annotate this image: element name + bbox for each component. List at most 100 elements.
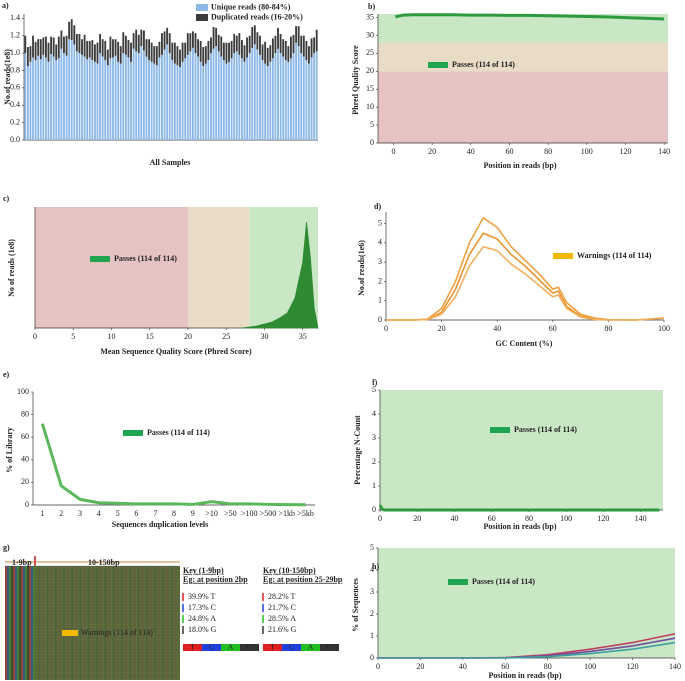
y-tick-label: 1 xyxy=(372,481,376,490)
bar-segment xyxy=(86,40,89,60)
status-marker xyxy=(62,630,78,636)
base-bar xyxy=(183,644,202,651)
bar-segment xyxy=(99,53,102,140)
key-title: Key (1-9bp) xyxy=(183,566,224,575)
bar-segment xyxy=(253,44,256,141)
x-tick-label: 120 xyxy=(627,662,639,671)
bar-segment xyxy=(140,46,143,140)
base-bar xyxy=(221,644,240,651)
x-tick-label: 60 xyxy=(501,662,509,671)
y-tick-label: 0 xyxy=(370,653,374,662)
y-tick-label: 100 xyxy=(17,387,29,396)
bar-segment xyxy=(300,35,303,54)
status-marker xyxy=(123,430,143,436)
bar-segment xyxy=(251,47,254,140)
bar-segment xyxy=(230,40,233,59)
x-tick-label: 20 xyxy=(416,662,424,671)
y-tick-label: 1.4 xyxy=(10,13,20,22)
bar-segment xyxy=(81,54,83,140)
base-bar xyxy=(240,644,259,651)
y-tick-label: 0 xyxy=(25,500,29,509)
bar-segment xyxy=(207,60,210,140)
x-tick-label: 80 xyxy=(544,662,552,671)
x-tick-label: 60 xyxy=(549,324,557,333)
bar-segment xyxy=(161,54,163,140)
bar-segment xyxy=(34,60,37,140)
bar-segment xyxy=(277,27,279,49)
y-axis-label: No.of reads(1e8) xyxy=(3,49,12,105)
bar-segment xyxy=(47,42,50,62)
bar-segment xyxy=(282,39,285,57)
bar-segment xyxy=(145,56,148,140)
bar-segment xyxy=(34,41,37,61)
bar-segment xyxy=(60,48,63,140)
bar-segment xyxy=(173,42,176,64)
bar-segment xyxy=(132,33,135,49)
bar-segment xyxy=(248,53,251,140)
bar-segment xyxy=(176,46,179,66)
legend-swatch xyxy=(196,4,208,11)
x-tick-label: 120 xyxy=(597,514,609,523)
bar-segment xyxy=(264,41,267,64)
bar-segment xyxy=(284,60,287,140)
bar-segment xyxy=(106,49,109,66)
bar-segment xyxy=(81,39,83,55)
bar-segment xyxy=(189,51,192,140)
y-tick-label: 2 xyxy=(370,609,374,618)
bar-segment xyxy=(122,32,125,54)
bar-segment xyxy=(246,57,249,141)
line xyxy=(386,245,665,321)
bar-segment xyxy=(112,57,114,141)
bar-segment xyxy=(171,60,174,140)
bar-segment xyxy=(207,40,210,61)
y-axis-label: % of Sequences xyxy=(351,578,360,632)
bar-segment xyxy=(135,29,138,52)
bar-segment xyxy=(222,42,225,61)
y-axis-label: Percentage N-Count xyxy=(353,415,362,485)
y-tick-label: 5 xyxy=(370,120,374,129)
y-tick-label: 10 xyxy=(366,102,374,111)
x-tick-label: 140 xyxy=(658,147,670,156)
bar-segment xyxy=(63,53,65,140)
bar-segment xyxy=(184,42,187,59)
bar-segment xyxy=(63,36,65,54)
x-tick-label: 0 xyxy=(376,662,380,671)
x-tick-label: 1 xyxy=(40,509,44,518)
bar-segment xyxy=(39,39,42,60)
bar-segment xyxy=(289,58,292,140)
x-tick-label: 0 xyxy=(391,147,395,156)
y-tick-label: 40 xyxy=(21,455,29,464)
x-tick-label: 2 xyxy=(59,509,63,518)
bar-segment xyxy=(266,66,269,140)
x-axis-label: Position in reads (bp) xyxy=(489,671,562,680)
x-tick-label: 140 xyxy=(669,662,681,671)
x-tick-label: 8 xyxy=(172,509,176,518)
bar-segment xyxy=(47,61,50,140)
bar-segment xyxy=(194,53,197,140)
y-tick-label: 3 xyxy=(372,433,376,442)
panel-label: d) xyxy=(374,202,381,211)
bar-segment xyxy=(117,61,120,140)
bar-segment xyxy=(191,31,194,48)
bar-segment xyxy=(130,42,132,62)
y-tick-label: 3 xyxy=(370,587,374,596)
key-item: 17.3% C xyxy=(188,603,216,612)
bar-segment xyxy=(60,30,63,49)
zone xyxy=(378,548,675,658)
x-tick-label: >500 xyxy=(260,509,277,518)
bar-segment xyxy=(112,39,114,58)
area xyxy=(241,222,319,329)
bar-segment xyxy=(228,61,230,140)
panel-label: c) xyxy=(3,194,10,203)
bar-segment xyxy=(124,54,127,140)
base-label: T xyxy=(270,643,275,652)
y-axis-label: No of reads (1e8) xyxy=(7,239,16,297)
key-item: 21.7% C xyxy=(268,603,296,612)
bar-segment xyxy=(233,53,236,140)
bar-segment xyxy=(300,53,303,140)
bar-segment xyxy=(114,55,117,141)
bar-segment xyxy=(259,35,261,55)
bar-segment xyxy=(284,40,287,61)
y-tick-label: 35 xyxy=(366,12,374,21)
x-tick-label: 15 xyxy=(146,332,154,341)
